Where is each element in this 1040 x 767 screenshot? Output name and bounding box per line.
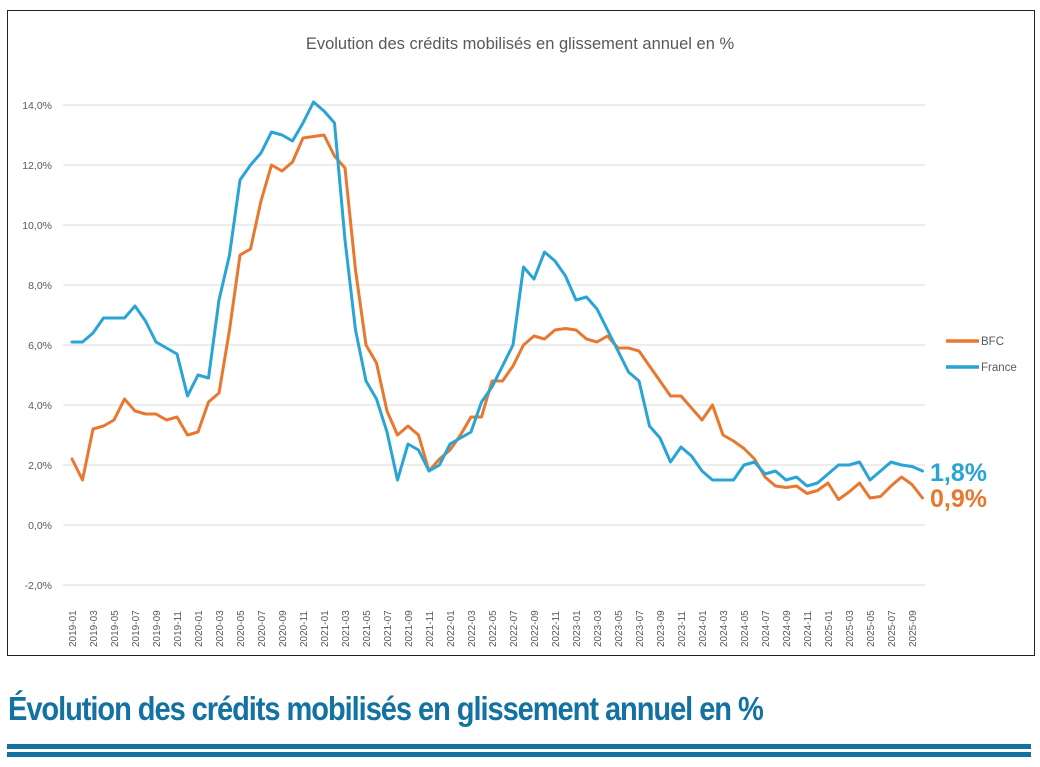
x-tick-label: 2022-09 xyxy=(530,610,541,647)
x-tick-label: 2025-03 xyxy=(845,610,856,647)
caption-rule-top xyxy=(7,744,1031,749)
x-tick-label: 2019-07 xyxy=(131,610,142,647)
x-tick-label: 2025-01 xyxy=(824,610,835,647)
y-tick-label: 2,0% xyxy=(28,460,52,472)
series-lines xyxy=(70,100,924,501)
x-tick-label: 2024-09 xyxy=(782,610,793,647)
x-tick-label: 2024-03 xyxy=(719,610,730,647)
x-tick-label: 2020-01 xyxy=(194,610,205,647)
x-tick-label: 2024-05 xyxy=(740,610,751,647)
x-tick-label: 2021-11 xyxy=(425,611,436,647)
y-tick-label: 10,0% xyxy=(22,220,52,232)
x-tick-label: 2020-05 xyxy=(236,610,247,647)
x-tick-label: 2022-01 xyxy=(446,610,457,647)
line-chart: Evolution des crédits mobilisés en gliss… xyxy=(22,35,1017,647)
y-tick-label: 6,0% xyxy=(28,340,52,352)
annotation-bfc-last-value: 0,9% xyxy=(930,485,987,513)
x-tick-label: 2024-11 xyxy=(803,611,814,647)
x-tick-label: 2022-05 xyxy=(488,610,499,647)
x-tick-label: 2019-09 xyxy=(152,610,163,647)
y-tick-label: -2,0% xyxy=(25,580,52,592)
x-tick-label: 2021-07 xyxy=(383,610,394,647)
gridlines xyxy=(63,104,925,586)
x-tick-label: 2022-03 xyxy=(467,610,478,647)
x-tick-label: 2020-07 xyxy=(257,610,268,647)
x-tick-label: 2020-11 xyxy=(299,611,310,647)
x-tick-label: 2023-07 xyxy=(635,610,646,647)
series-line-france xyxy=(70,100,924,488)
x-tick-label: 2021-01 xyxy=(320,610,331,647)
y-tick-label: 8,0% xyxy=(28,280,52,292)
y-tick-label: 14,0% xyxy=(22,100,52,112)
x-tick-label: 2021-05 xyxy=(362,610,373,647)
x-tick-label: 2024-07 xyxy=(761,610,772,647)
x-tick-label: 2023-01 xyxy=(572,610,583,647)
y-tick-label: 12,0% xyxy=(22,160,52,172)
x-tick-label: 2021-03 xyxy=(341,610,352,647)
chart-title: Evolution des crédits mobilisés en gliss… xyxy=(306,35,735,53)
legend-label-bfc: BFC xyxy=(981,336,1004,348)
x-tick-label: 2019-05 xyxy=(110,610,121,647)
x-tick-label: 2023-05 xyxy=(614,610,625,647)
x-tick-label: 2023-03 xyxy=(593,610,604,647)
x-tick-label: 2025-09 xyxy=(908,610,919,647)
legend-label-france: France xyxy=(981,362,1017,374)
y-tick-label: 4,0% xyxy=(28,400,52,412)
x-tick-label: 2020-09 xyxy=(278,610,289,647)
x-tick-label: 2023-11 xyxy=(677,611,688,647)
x-tick-label: 2025-07 xyxy=(887,610,898,647)
caption-rule-bottom xyxy=(7,752,1031,757)
legend: BFC France xyxy=(946,336,1017,374)
x-tick-label: 2025-05 xyxy=(866,610,877,647)
figure-caption: Évolution des crédits mobilisés en gliss… xyxy=(8,690,764,727)
chart-frame xyxy=(7,10,1035,656)
y-axis-ticks: -2,0% 0,0% 2,0% 4,0% 6,0% 8,0% 10,0% 12,0% 14,0% xyxy=(22,100,52,592)
x-tick-label: 2022-11 xyxy=(551,611,562,647)
x-tick-label: 2019-11 xyxy=(173,611,184,647)
x-axis-ticks: 2019-01 2019-03 2019-05 2019-07 2019-09 2019-… xyxy=(68,610,919,647)
x-tick-label: 2024-01 xyxy=(698,610,709,647)
series-line-bfc xyxy=(70,133,924,501)
annotation-france-last-value: 1,8% xyxy=(930,459,987,487)
x-tick-label: 2020-03 xyxy=(215,610,226,647)
y-tick-label: 0,0% xyxy=(28,520,52,532)
x-tick-label: 2022-07 xyxy=(509,610,520,647)
x-tick-label: 2019-03 xyxy=(89,610,100,647)
x-tick-label: 2019-01 xyxy=(68,610,79,647)
x-tick-label: 2021-09 xyxy=(404,610,415,647)
x-tick-label: 2023-09 xyxy=(656,610,667,647)
